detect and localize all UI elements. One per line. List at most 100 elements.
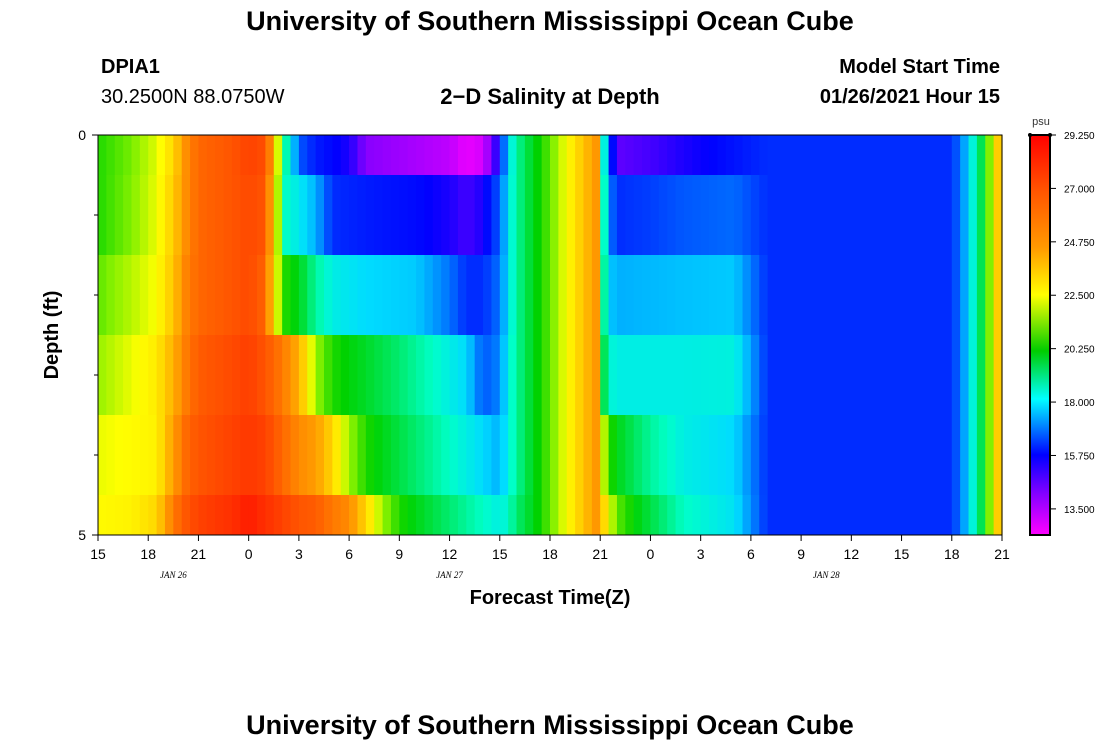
colorbar-unit-label: psu — [1032, 116, 1050, 128]
heatmap-cell — [868, 175, 878, 256]
heatmap-cell — [215, 255, 225, 336]
heatmap-cell — [909, 175, 919, 256]
heatmap-cell — [616, 415, 626, 496]
heatmap-cell — [265, 415, 275, 496]
heatmap-cell — [667, 495, 677, 536]
heatmap-cell — [717, 135, 727, 176]
heatmap-cell — [801, 255, 811, 336]
heatmap-cell — [499, 335, 509, 416]
heatmap-cell — [357, 255, 367, 336]
x-tick-label: 12 — [844, 546, 860, 562]
heatmap-cell — [324, 495, 333, 536]
heatmap-cell — [164, 175, 174, 256]
heatmap-cell — [340, 135, 350, 176]
heatmap-cell — [148, 495, 158, 536]
heatmap-cell — [616, 335, 626, 416]
heatmap-cell — [876, 255, 886, 336]
heatmap-cell — [859, 415, 869, 496]
heatmap-cell — [541, 335, 551, 416]
heatmap-cell — [449, 495, 459, 536]
heatmap-cell — [290, 135, 300, 176]
heatmap-cell — [365, 175, 375, 256]
heatmap-cell — [776, 495, 785, 536]
heatmap-cell — [374, 255, 384, 336]
heatmap-cell — [349, 415, 359, 496]
heatmap-cell — [349, 255, 359, 336]
heatmap-cell — [792, 335, 802, 416]
heatmap-cell — [148, 335, 158, 416]
heatmap-cell — [658, 495, 668, 536]
heatmap-cell — [583, 495, 593, 536]
heatmap-cell — [667, 415, 677, 496]
heatmap-cell — [717, 255, 727, 336]
heatmap-cell — [566, 175, 576, 256]
heatmap-cell — [943, 335, 953, 416]
heatmap-cell — [608, 255, 618, 336]
heatmap-cell — [407, 335, 417, 416]
heatmap-cell — [98, 135, 107, 176]
heatmap-cell — [675, 255, 685, 336]
heatmap-cell — [876, 175, 886, 256]
heatmap-cell — [784, 175, 794, 256]
heatmap-cell — [968, 415, 978, 496]
heatmap-cell — [675, 135, 685, 176]
heatmap-cell — [508, 415, 518, 496]
heatmap-cell — [750, 495, 760, 536]
heatmap-cell — [834, 415, 844, 496]
heatmap-cell — [809, 135, 819, 176]
x-tick-label: 6 — [747, 546, 755, 562]
heatmap-cell — [164, 495, 174, 536]
heatmap-cell — [918, 255, 928, 336]
heatmap-cell — [424, 255, 434, 336]
heatmap-cell — [834, 135, 844, 176]
heatmap-cell — [499, 175, 509, 256]
heatmap-cell — [357, 495, 367, 536]
heatmap-cell — [198, 255, 208, 336]
heatmap-cell — [491, 255, 501, 336]
heatmap-cell — [98, 415, 107, 496]
heatmap-cell — [457, 495, 467, 536]
heatmap-cell — [809, 415, 819, 496]
heatmap-cell — [968, 175, 978, 256]
heatmap-cell — [642, 175, 652, 256]
heatmap-cell — [633, 335, 643, 416]
heatmap-cell — [792, 495, 802, 536]
heatmap-cell — [675, 175, 685, 256]
heatmap-cell — [240, 415, 250, 496]
heatmap-cell — [340, 415, 350, 496]
page-title-bottom: University of Southern Mississippi Ocean… — [246, 710, 854, 740]
heatmap-cell — [315, 415, 325, 496]
heatmap-cell — [273, 175, 283, 256]
heatmap-cell — [750, 175, 760, 256]
heatmap-cell — [206, 135, 216, 176]
heatmap-cell — [884, 495, 894, 536]
heatmap-cell — [901, 415, 911, 496]
heatmap-cell — [734, 495, 744, 536]
heatmap-cell — [248, 335, 258, 416]
heatmap-cell — [156, 415, 166, 496]
heatmap-cell — [131, 255, 141, 336]
heatmap-cell — [215, 495, 225, 536]
heatmap-cell — [223, 495, 233, 536]
heatmap-cell — [884, 255, 894, 336]
heatmap-cell — [901, 135, 911, 176]
heatmap-cell — [416, 255, 426, 336]
heatmap-cell — [951, 255, 961, 336]
heatmap-cell — [759, 335, 769, 416]
heatmap-cell — [290, 415, 300, 496]
heatmap-cell — [784, 135, 794, 176]
heatmap-cell — [566, 135, 576, 176]
heatmap-cell — [365, 255, 375, 336]
heatmap-cell — [725, 175, 735, 256]
page-title: University of Southern Mississippi Ocean… — [246, 6, 854, 36]
heatmap-cell — [935, 495, 945, 536]
heatmap-cell — [558, 135, 568, 176]
heatmap-cell — [332, 495, 342, 536]
heatmap-cell — [709, 335, 719, 416]
heatmap-cell — [750, 255, 760, 336]
heatmap-cell — [390, 335, 400, 416]
heatmap-cell — [625, 255, 635, 336]
heatmap-cell — [993, 415, 1003, 496]
heatmap-cell — [683, 255, 693, 336]
heatmap-cell — [441, 415, 451, 496]
